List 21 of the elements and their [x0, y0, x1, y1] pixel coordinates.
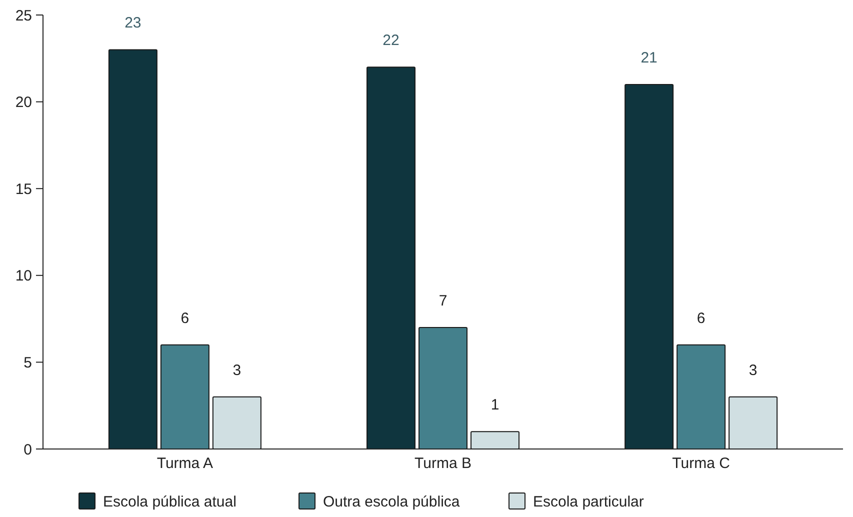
data-label: 23: [124, 14, 142, 32]
data-label: 6: [696, 310, 706, 327]
y-tick-label: 5: [24, 354, 32, 372]
legend-label: Escola pública atual: [103, 493, 236, 510]
y-tick-label: 10: [15, 268, 32, 285]
data-label: 3: [748, 362, 758, 379]
y-tick-label: 15: [15, 180, 32, 198]
data-label: 21: [640, 49, 658, 66]
x-tick-label: Turma A: [156, 455, 214, 472]
data-label: 1: [490, 396, 500, 414]
y-tick-label: 20: [15, 94, 32, 112]
legend-label: Escola particular: [533, 493, 644, 510]
y-tick-label: 0: [24, 441, 32, 458]
data-label: 6: [180, 310, 190, 327]
y-tick-label: 25: [15, 7, 32, 24]
data-label: 7: [438, 292, 448, 310]
data-label: 3: [232, 362, 242, 379]
x-tick-label: Turma B: [414, 455, 472, 472]
x-tick-label: Turma C: [672, 455, 730, 472]
data-label: 22: [382, 32, 400, 50]
legend-label: Outra escola pública: [323, 493, 460, 510]
